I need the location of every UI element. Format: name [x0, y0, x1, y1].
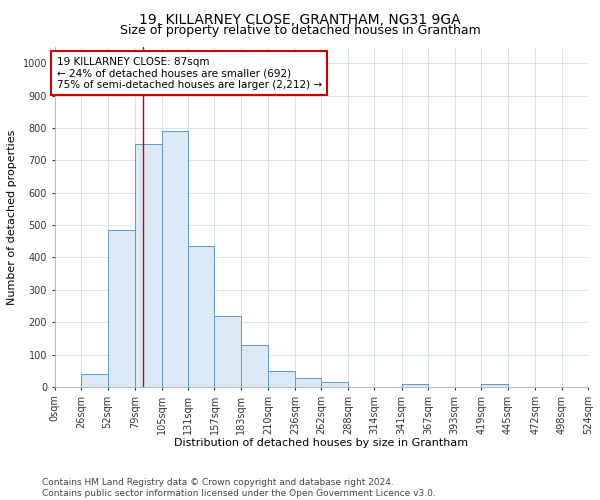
- Bar: [295, 378, 322, 387]
- Bar: [214, 316, 241, 387]
- Bar: [268, 370, 295, 387]
- Bar: [481, 384, 508, 387]
- Text: 19, KILLARNEY CLOSE, GRANTHAM, NG31 9GA: 19, KILLARNEY CLOSE, GRANTHAM, NG31 9GA: [139, 12, 461, 26]
- Text: Contains HM Land Registry data © Crown copyright and database right 2024.
Contai: Contains HM Land Registry data © Crown c…: [42, 478, 436, 498]
- Bar: [135, 144, 161, 387]
- X-axis label: Distribution of detached houses by size in Grantham: Distribution of detached houses by size …: [174, 438, 469, 448]
- Text: 19 KILLARNEY CLOSE: 87sqm
← 24% of detached houses are smaller (692)
75% of semi: 19 KILLARNEY CLOSE: 87sqm ← 24% of detac…: [56, 56, 322, 90]
- Bar: [402, 384, 428, 387]
- Bar: [81, 374, 107, 387]
- Y-axis label: Number of detached properties: Number of detached properties: [7, 129, 17, 304]
- Bar: [241, 346, 268, 387]
- Text: Size of property relative to detached houses in Grantham: Size of property relative to detached ho…: [119, 24, 481, 37]
- Bar: [161, 131, 188, 387]
- Bar: [322, 382, 348, 387]
- Bar: [188, 246, 214, 387]
- Bar: [107, 230, 135, 387]
